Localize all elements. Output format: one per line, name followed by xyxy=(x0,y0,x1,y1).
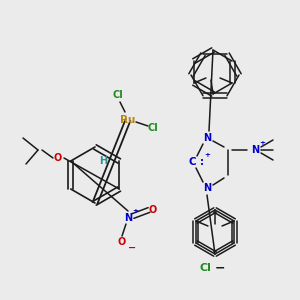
Text: :: : xyxy=(200,157,204,167)
Text: −: − xyxy=(215,262,225,275)
Text: N: N xyxy=(124,213,132,223)
Text: N: N xyxy=(203,133,211,143)
Text: O: O xyxy=(149,205,157,215)
Text: Cl: Cl xyxy=(148,123,158,133)
Text: −: − xyxy=(128,243,136,253)
Text: N: N xyxy=(203,183,211,193)
Text: O: O xyxy=(118,237,126,247)
Text: N: N xyxy=(251,145,259,155)
Text: +: + xyxy=(132,208,138,214)
Text: Cl: Cl xyxy=(199,263,211,273)
Text: O: O xyxy=(54,153,62,163)
Text: H: H xyxy=(99,157,108,166)
Text: Ru: Ru xyxy=(120,115,136,125)
Text: Cl: Cl xyxy=(112,90,123,100)
Text: C: C xyxy=(188,157,196,167)
Text: +: + xyxy=(204,152,210,158)
Text: +: + xyxy=(259,140,265,146)
